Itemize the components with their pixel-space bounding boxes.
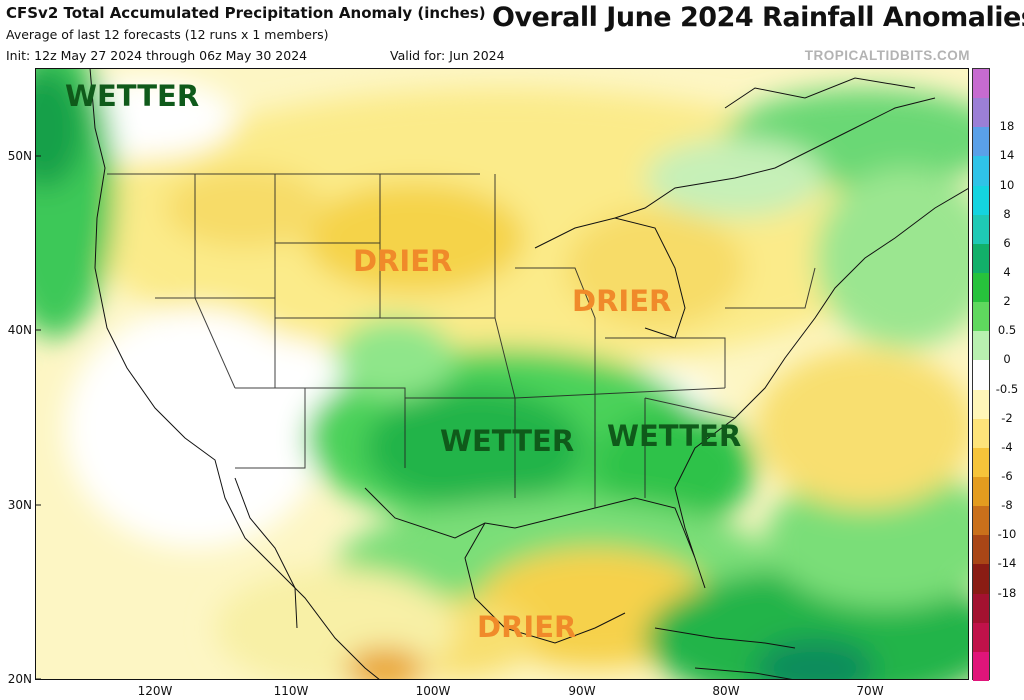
map-svg: WETTER DRIER DRIER WETTER WETTER DRIER [35, 68, 969, 680]
lat-label-50n: 50N [7, 149, 32, 163]
colorbar-label: 8 [1003, 206, 1011, 221]
lon-label-110w: 110W [273, 684, 309, 698]
colorbar-swatch [973, 273, 989, 303]
annotation-drier-plains: DRIER [353, 244, 452, 278]
lon-label-80w: 80W [712, 684, 740, 698]
colorbar-swatch [973, 98, 989, 128]
lon-label-70w: 70W [856, 684, 884, 698]
lat-label-20n: 20N [7, 672, 32, 686]
lon-label-90w: 90W [568, 684, 596, 698]
colorbar-swatch [973, 418, 989, 449]
colorbar-swatch [973, 535, 989, 565]
colorbar-swatch [973, 447, 989, 478]
colorbar-label: -6 [1001, 469, 1013, 483]
headline: Overall June 2024 Rainfall Anomalies [492, 2, 1024, 33]
colorbar-swatch [973, 127, 989, 157]
colorbar-label: -2 [1001, 410, 1013, 425]
colorbar-label: -18 [997, 585, 1017, 600]
init-time: Init: 12z May 27 2024 through 06z May 30… [6, 48, 308, 63]
colorbar-label: 10 [999, 177, 1015, 192]
colorbar-swatch [973, 243, 989, 274]
lat-label-40n: 40N [7, 323, 32, 337]
colorbar-label: 4 [1003, 265, 1011, 279]
colorbar-swatch [973, 156, 989, 187]
colorbar-label: 0 [1003, 352, 1011, 367]
map-title: CFSv2 Total Accumulated Precipitation An… [6, 4, 486, 22]
precip-anomaly-map: WETTER DRIER DRIER WETTER WETTER DRIER [35, 68, 969, 680]
lon-label-120w: 120W [137, 684, 173, 698]
map-subtitle: Average of last 12 forecasts (12 runs x … [6, 27, 329, 42]
colorbar-swatch [973, 506, 989, 536]
colorbar-swatch [973, 214, 989, 245]
annotation-wetter-southeast: WETTER [607, 419, 741, 453]
colorbar-swatch [973, 69, 989, 99]
colorbar-label: -0.5 [995, 381, 1019, 396]
annotation-wetter-nw: WETTER [65, 79, 199, 113]
colorbar-swatch [973, 651, 989, 682]
colorbar-swatch [973, 185, 989, 216]
colorbar-swatch [973, 389, 989, 420]
annotation-drier-midwest: DRIER [572, 284, 671, 318]
colorbar-swatch [973, 302, 989, 332]
colorbar [972, 68, 990, 682]
colorbar-label: -8 [1001, 498, 1013, 513]
colorbar-label: 6 [1003, 235, 1011, 250]
lat-label-30n: 30N [7, 498, 32, 512]
colorbar-swatch [973, 564, 989, 595]
colorbar-label: -10 [997, 527, 1017, 542]
colorbar-label: -4 [1001, 439, 1013, 454]
colorbar-swatch [973, 622, 989, 653]
colorbar-swatch [973, 477, 989, 507]
credit-watermark: TROPICALTIDBITS.COM [804, 48, 970, 63]
colorbar-label: 0.5 [997, 323, 1017, 338]
colorbar-swatch [973, 593, 989, 624]
state-borders [107, 173, 816, 508]
anomaly-field [35, 68, 969, 680]
annotation-drier-gulf: DRIER [477, 610, 576, 644]
annotation-wetter-south: WETTER [440, 424, 574, 458]
colorbar-label: -14 [997, 556, 1017, 571]
annotation-layer: WETTER DRIER DRIER WETTER WETTER DRIER [65, 79, 741, 644]
colorbar-label: 2 [1003, 294, 1011, 309]
colorbar-swatch [973, 360, 989, 391]
lon-label-100w: 100W [415, 684, 451, 698]
colorbar-swatch [973, 331, 989, 361]
colorbar-label: 14 [999, 148, 1015, 163]
coastlines [89, 68, 969, 680]
colorbar-label: 18 [999, 119, 1015, 134]
valid-time: Valid for: Jun 2024 [390, 48, 505, 63]
